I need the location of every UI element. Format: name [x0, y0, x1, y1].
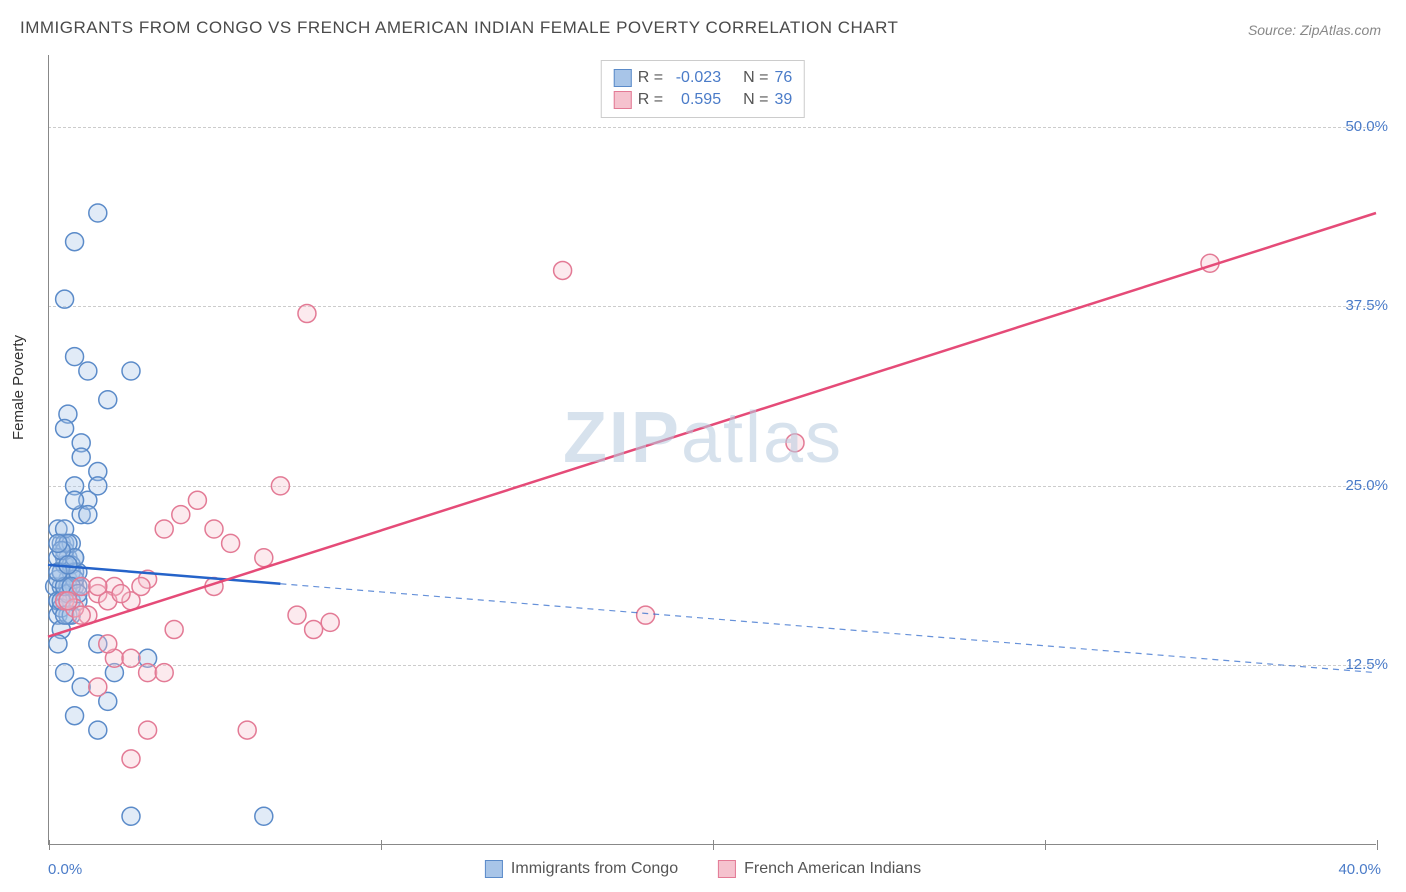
legend-item-2: French American Indians: [718, 860, 921, 878]
source-attribution: Source: ZipAtlas.com: [1248, 22, 1381, 38]
y-axis-label: Female Poverty: [10, 335, 27, 440]
legend-label-1: Immigrants from Congo: [511, 860, 678, 878]
legend-item-1: Immigrants from Congo: [485, 860, 678, 878]
legend-r-value-1: -0.023: [669, 69, 721, 87]
legend-r-value-2: 0.595: [669, 91, 721, 109]
scatter-plot-svg: [48, 55, 1376, 845]
legend-n-label: N =: [743, 91, 768, 109]
legend-n-value-2: 39: [774, 91, 792, 109]
legend-swatch-2: [614, 91, 632, 109]
chart-title: IMMIGRANTS FROM CONGO VS FRENCH AMERICAN…: [20, 18, 898, 38]
legend-label-2: French American Indians: [744, 860, 921, 878]
legend-n-value-1: 76: [774, 69, 792, 87]
legend-swatch-icon: [485, 860, 503, 878]
x-axis-max-label: 40.0%: [1338, 861, 1381, 878]
legend-swatch-icon: [718, 860, 736, 878]
legend-swatch-1: [614, 69, 632, 87]
legend-r-label: R =: [638, 91, 663, 109]
legend-r-label: R =: [638, 69, 663, 87]
legend-row-series-2: R = 0.595 N = 39: [614, 89, 792, 111]
legend-n-label: N =: [743, 69, 768, 87]
legend-row-series-1: R = -0.023 N = 76: [614, 67, 792, 89]
x-axis-min-label: 0.0%: [48, 861, 82, 878]
series-legend: Immigrants from Congo French American In…: [485, 860, 921, 878]
correlation-legend: R = -0.023 N = 76 R = 0.595 N = 39: [601, 60, 805, 118]
